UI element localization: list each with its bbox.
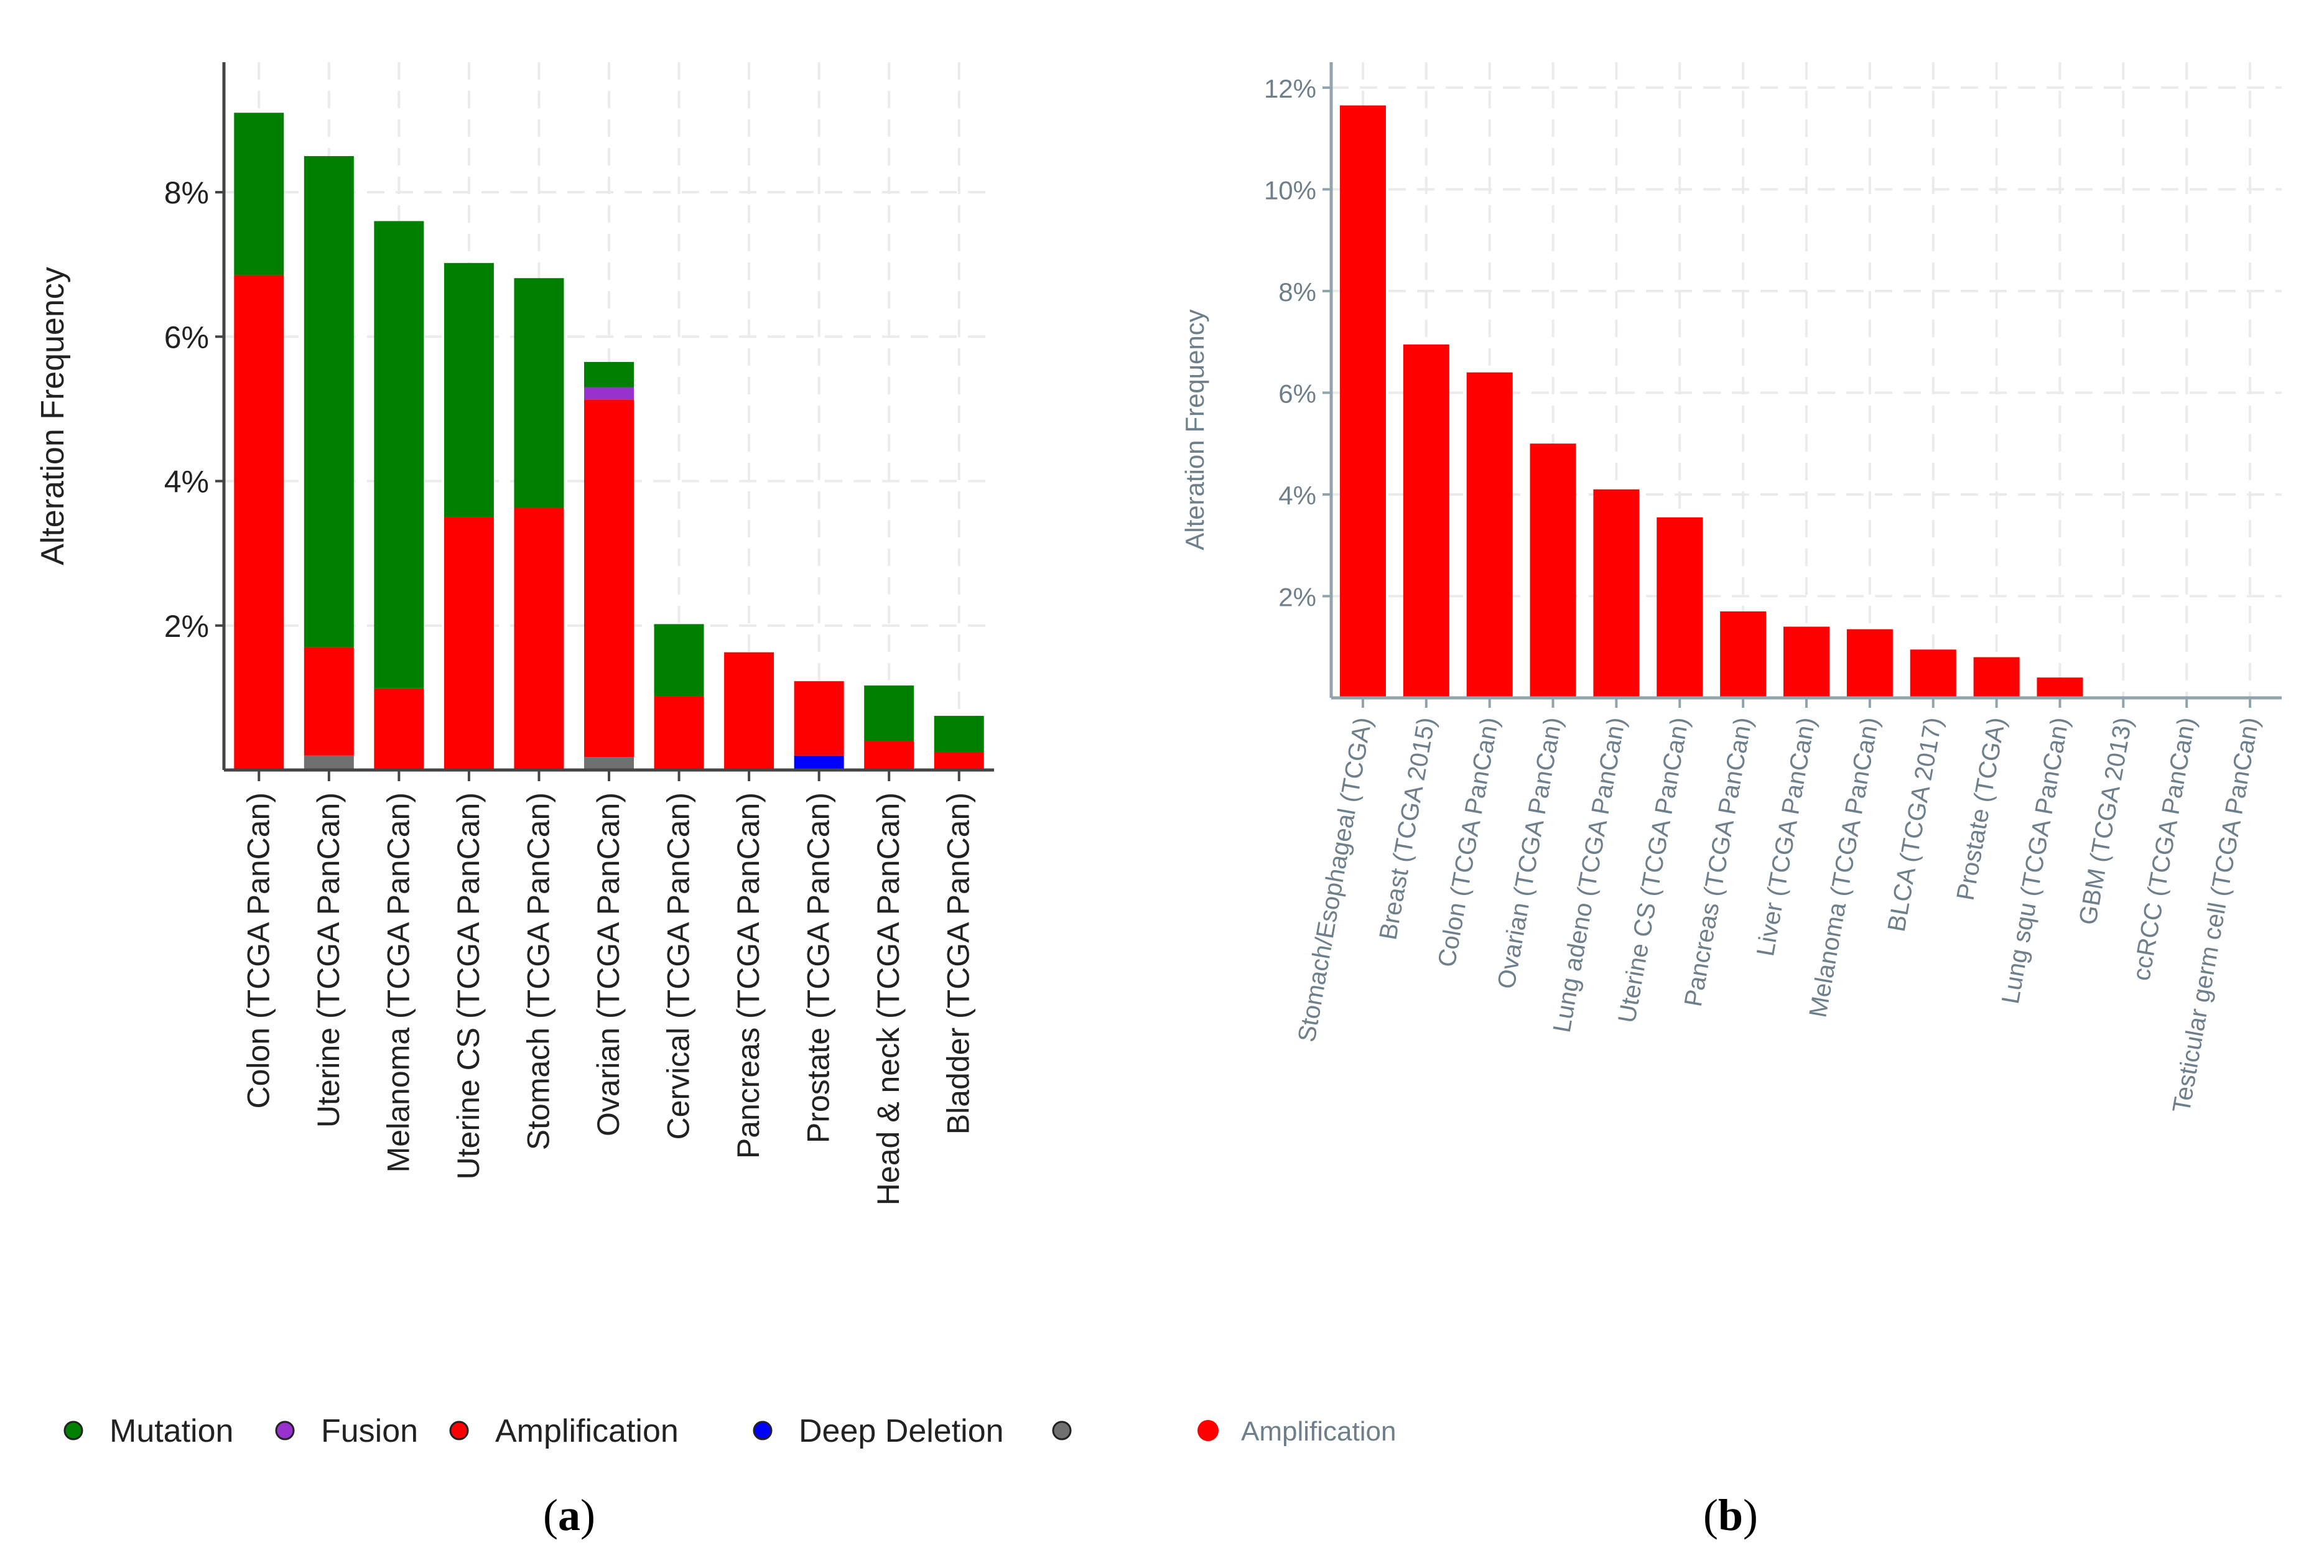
y-tick-label: 4% [164, 465, 209, 499]
bar-segment-amplification [304, 647, 354, 756]
x-tick-label: Prostate (TCGA) [1951, 715, 2010, 902]
bar-segment-mutation [584, 361, 634, 387]
y-tick-label: 4% [1278, 481, 1316, 510]
x-tick-label: Stomach/Esophageal (TCGA) [1293, 715, 1377, 1044]
x-tick-label: Uterine CS (TCGA PanCan) [1613, 715, 1694, 1025]
x-tick-label: BLCA (TCGA 2017) [1883, 715, 1948, 934]
bar-segment-amplification [444, 517, 494, 770]
panel-a-label: (a) [543, 1490, 595, 1540]
bar-amplification [1530, 443, 1576, 698]
legend-marker-amplification [1197, 1420, 1219, 1441]
bar-amplification [2037, 677, 2083, 698]
x-tick-label: Lung squ (TCGA PanCan) [1997, 715, 2074, 1006]
y-tick-label: 10% [1264, 175, 1316, 205]
legend-label: Fusion [321, 1413, 418, 1449]
legend-marker-mutation [63, 1421, 83, 1440]
bar-segment-amplification [584, 399, 634, 758]
bar-amplification [1339, 105, 1386, 698]
bar-amplification [1403, 344, 1449, 698]
panel-b-legend: Amplification [1197, 1416, 1396, 1447]
panel-a-chart: 2% 4% 6% 8% Colon (TCGA PanCan) Uterine (TCGA… [35, 62, 994, 1205]
bar-amplification [1720, 611, 1767, 698]
bar-amplification [1657, 517, 1703, 698]
y-tick-label: 2% [164, 609, 209, 644]
bar-segment-mutation [374, 221, 424, 689]
x-tick-label: Head & neck (TCGA PanCan) [871, 792, 906, 1205]
x-tick-label: Uterine CS (TCGA PanCan) [451, 792, 486, 1179]
y-tick-label: 8% [164, 175, 209, 210]
x-tick-label: Breast (TCGA 2015) [1374, 715, 1440, 942]
bar-segment-amplification [724, 652, 774, 770]
x-tick-label: Melanoma (TCGA PanCan) [381, 792, 416, 1172]
x-tick-label: GBM (TCGA 2013) [2074, 715, 2137, 927]
x-tick-label: Lung adeno (TCGA PanCan) [1548, 715, 1631, 1034]
bar-segment-mutation [514, 278, 564, 508]
y-tick-label: 12% [1264, 74, 1316, 103]
y-axis-label: Alteration Frequency [35, 267, 71, 565]
bar-segment-mutation [864, 685, 914, 741]
bar-amplification [1846, 629, 1893, 698]
panel-b-label: (b) [1703, 1490, 1758, 1540]
x-tick-label: Cervical (TCGA PanCan) [661, 792, 696, 1140]
panel-b-chart: 2%4%6%8%10%12%Stomach/Esophageal (TCGA)B… [1180, 62, 2282, 1115]
bar-segment-mutation [234, 113, 284, 276]
bar-segment-deep_deletion [794, 755, 844, 770]
bar-amplification [1593, 489, 1640, 698]
legend-label: Mutation [109, 1413, 233, 1449]
bar-segment-amplification [514, 508, 564, 770]
y-axis-label: Alteration Frequency [1180, 309, 1209, 550]
legend-marker-deep_deletion [753, 1421, 773, 1440]
bar-segment-amplification [234, 275, 284, 770]
bar-segment-other [304, 755, 354, 770]
x-tick-label: Ovarian (TCGA PanCan) [1492, 715, 1567, 991]
bar-amplification [1973, 657, 2020, 698]
y-tick-label: 6% [1278, 379, 1316, 408]
x-tick-label: Liver (TCGA PanCan) [1752, 715, 1821, 958]
legend-label: Amplification [495, 1413, 679, 1449]
x-tick-label: Ovarian (TCGA PanCan) [591, 792, 626, 1136]
legend-marker-other [1052, 1421, 1072, 1440]
y-tick-label: 6% [164, 320, 209, 355]
bar-amplification [1910, 649, 1956, 698]
bar-segment-amplification [374, 688, 424, 770]
bar-amplification [1466, 372, 1513, 698]
legend-label: Amplification [1241, 1416, 1396, 1447]
x-tick-label: Prostate (TCGA PanCan) [801, 792, 836, 1143]
x-tick-label: Stomach (TCGA PanCan) [521, 792, 555, 1150]
legend-label: Deep Deletion [799, 1413, 1004, 1449]
x-tick-label: Bladder (TCGA PanCan) [941, 792, 976, 1134]
bar-segment-mutation [654, 624, 704, 697]
bar-segment-amplification [794, 681, 844, 756]
bar-segment-amplification [864, 741, 914, 770]
bar-segment-mutation [444, 262, 494, 517]
x-tick-label: Colon (TCGA PanCan) [241, 792, 276, 1109]
bar-segment-fusion [584, 387, 634, 400]
x-tick-label: Melanoma (TCGA PanCan) [1804, 715, 1884, 1019]
x-tick-label: Pancreas (TCGA PanCan) [1680, 715, 1757, 1009]
legend-marker-amplification [449, 1421, 469, 1440]
bar-segment-amplification [934, 751, 984, 770]
y-tick-label: 8% [1278, 277, 1316, 307]
x-tick-label: Uterine (TCGA PanCan) [311, 792, 346, 1128]
bar-segment-other [584, 757, 634, 770]
x-tick-label: Colon (TCGA PanCan) [1433, 715, 1504, 969]
legend-marker-fusion [275, 1421, 295, 1440]
bar-amplification [1783, 626, 1829, 698]
x-tick-label: ccRCC (TCGA PanCan) [2127, 715, 2201, 983]
x-tick-label: Pancreas (TCGA PanCan) [731, 792, 766, 1159]
bar-segment-amplification [654, 696, 704, 770]
panel-a-legend: Mutation Fusion Amplification Deep Deletion [63, 1413, 1072, 1449]
bar-segment-mutation [304, 155, 354, 647]
bar-segment-mutation [934, 715, 984, 752]
y-tick-label: 2% [1278, 582, 1316, 611]
